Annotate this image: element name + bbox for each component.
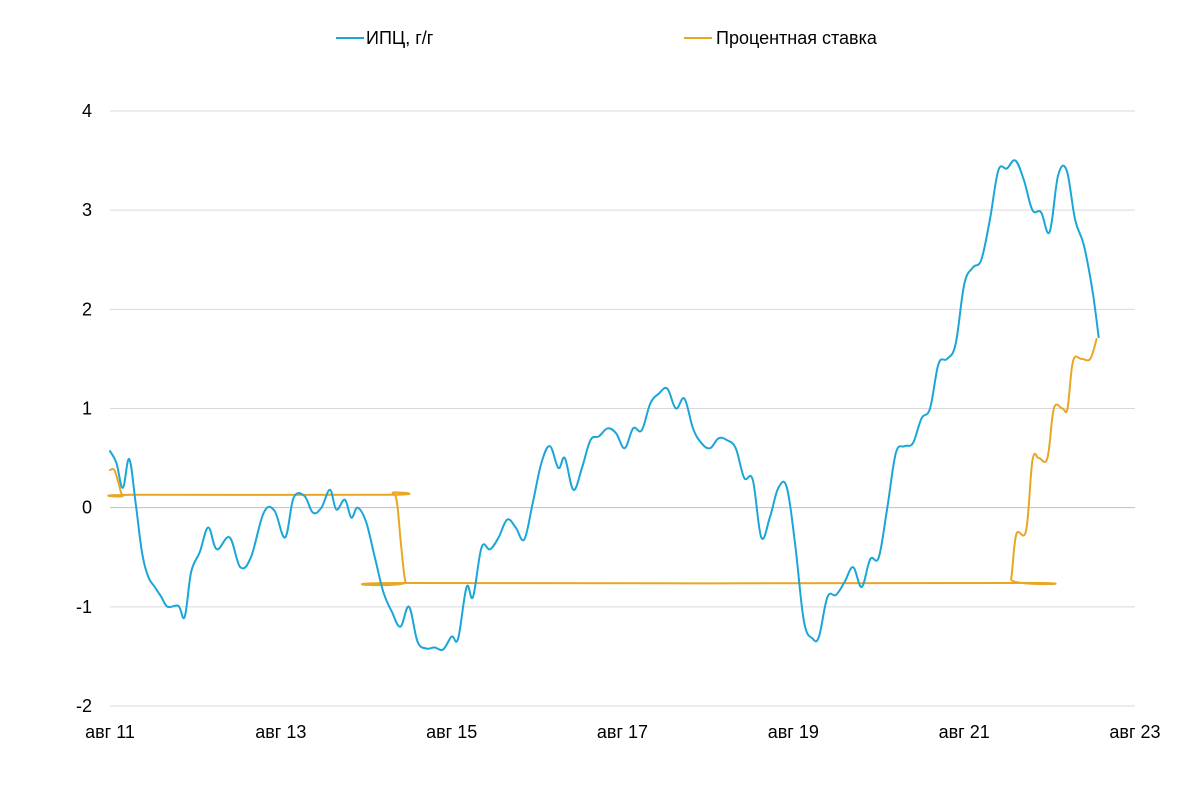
x-tick-label: авг 17 (597, 722, 648, 742)
legend-label-rate: Процентная ставка (716, 28, 878, 48)
x-tick-label: авг 21 (939, 722, 990, 742)
x-tick-label: авг 11 (85, 722, 135, 742)
x-tick-label: авг 19 (768, 722, 819, 742)
y-tick-label: 2 (82, 299, 92, 319)
y-tick-label: 3 (82, 200, 92, 220)
x-tick-label: авг 13 (255, 722, 306, 742)
series-group (107, 159, 1100, 652)
y-tick-label: -2 (76, 696, 92, 716)
x-axis: авг 11 авг 13 авг 15 авг 17 авг 19 авг 21 авг … (85, 722, 1161, 742)
legend-item-rate[interactable]: Процентная ставка (684, 28, 878, 48)
x-tick-label: авг 23 (1109, 722, 1160, 742)
y-axis: -2 -1 0 1 2 3 4 (76, 101, 92, 716)
legend: ИПЦ, г/г Процентная ставка (336, 28, 878, 48)
legend-label-cpi: ИПЦ, г/г (366, 28, 434, 48)
x-tick-label: авг 15 (426, 722, 477, 742)
series-line-cpi (109, 159, 1100, 652)
y-tick-label: -1 (76, 597, 92, 617)
grid (110, 110, 1135, 707)
y-tick-label: 1 (82, 399, 92, 419)
series-line-rate (107, 338, 1098, 587)
legend-item-cpi[interactable]: ИПЦ, г/г (336, 28, 434, 48)
y-tick-label: 0 (82, 498, 92, 518)
y-tick-label: 4 (82, 101, 92, 121)
